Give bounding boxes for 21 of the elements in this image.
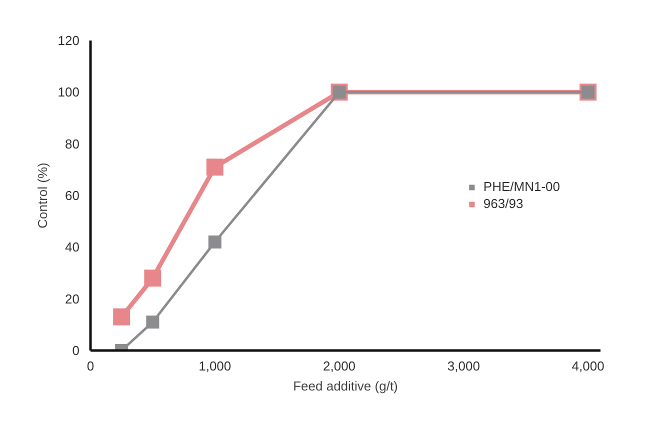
y-axis-title: Control (%): [34, 162, 50, 228]
x-tick-label: 0: [86, 358, 94, 374]
legend-label: PHE/MN1-00: [483, 179, 560, 194]
legend-label: 963/93: [483, 196, 524, 211]
x-tick-label: 1,000: [198, 358, 232, 374]
point: [113, 308, 130, 326]
x-tick-label: 4,000: [572, 358, 604, 374]
x-axis-title: Feed additive (g/t): [293, 378, 398, 394]
point: [206, 158, 224, 176]
point: [144, 270, 162, 287]
y-tick-label: 100: [58, 84, 80, 100]
point: [146, 316, 160, 329]
y-tick-label: 40: [65, 240, 80, 255]
point: [208, 236, 222, 248]
x-tick-label: 3,000: [447, 358, 480, 374]
y-tick-label: 0: [72, 343, 80, 358]
y-tick-label: 120: [58, 33, 80, 48]
y-tick-label: 80: [65, 136, 80, 152]
y-tick-label: 20: [65, 291, 80, 306]
x-tick-label: 2,000: [323, 358, 356, 374]
y-tick-label: 60: [65, 188, 80, 203]
